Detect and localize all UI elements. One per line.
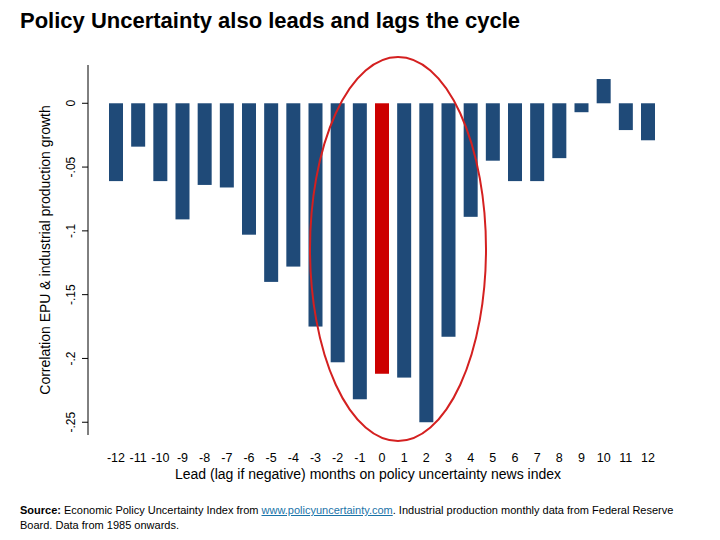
bar bbox=[331, 103, 345, 362]
x-tick-label: -9 bbox=[177, 451, 188, 465]
x-tick-label: 12 bbox=[641, 451, 655, 465]
x-tick-label: 2 bbox=[423, 451, 430, 465]
x-tick-label: 3 bbox=[445, 451, 452, 465]
x-tick-label: -11 bbox=[130, 451, 147, 465]
bar bbox=[109, 103, 123, 181]
x-tick-label: -6 bbox=[243, 451, 254, 465]
x-axis-label: Lead (lag if negative) months on policy … bbox=[175, 466, 561, 482]
y-tick-label: -.05 bbox=[64, 156, 78, 177]
x-tick-label: 1 bbox=[401, 451, 408, 465]
bar bbox=[442, 103, 456, 336]
bar bbox=[575, 103, 589, 112]
x-tick-label: -10 bbox=[151, 451, 169, 465]
x-tick-label: -4 bbox=[288, 451, 299, 465]
y-tick-label: -.15 bbox=[64, 284, 78, 305]
y-tick-label: -.2 bbox=[64, 351, 78, 365]
y-tick bbox=[82, 294, 88, 295]
x-tick-label: -8 bbox=[199, 451, 210, 465]
chart: Policy Uncertainty also leads and lags t… bbox=[0, 0, 720, 540]
bar bbox=[375, 103, 389, 373]
bar bbox=[552, 103, 566, 158]
source-note: Source: Economic Policy Uncertainty Inde… bbox=[20, 503, 700, 533]
bar bbox=[597, 79, 611, 103]
y-tick bbox=[82, 358, 88, 359]
source-label: Source: bbox=[20, 504, 61, 516]
bar bbox=[131, 103, 145, 146]
y-tick-label: -.25 bbox=[64, 412, 78, 433]
bar bbox=[286, 103, 300, 266]
bar bbox=[220, 103, 234, 187]
bar bbox=[198, 103, 212, 185]
x-tick-label: -12 bbox=[107, 451, 125, 465]
y-axis-line bbox=[88, 65, 89, 435]
source-link[interactable]: www.policyuncertainty.com bbox=[262, 504, 393, 516]
highlight-ellipse bbox=[310, 57, 486, 441]
y-tick bbox=[82, 167, 88, 168]
y-axis-label: Correlation EPU & industrial production … bbox=[37, 105, 53, 394]
bar bbox=[153, 103, 167, 181]
x-tick-label: 11 bbox=[619, 451, 632, 465]
x-tick-label: -5 bbox=[266, 451, 277, 465]
x-tick-label: 10 bbox=[597, 451, 611, 465]
bar bbox=[486, 103, 500, 160]
y-tick bbox=[82, 230, 88, 231]
x-tick-label: -7 bbox=[221, 451, 232, 465]
x-tick-label: 6 bbox=[512, 451, 519, 465]
y-tick bbox=[82, 422, 88, 423]
bar bbox=[353, 103, 367, 399]
y-tick-label: -.1 bbox=[64, 224, 78, 238]
y-tick-label: 0 bbox=[64, 100, 78, 107]
bar bbox=[419, 103, 433, 422]
bars bbox=[109, 79, 655, 422]
bar bbox=[641, 103, 655, 140]
bar bbox=[176, 103, 190, 219]
y-tick bbox=[82, 103, 88, 104]
bar bbox=[264, 103, 278, 282]
x-tick-label: -2 bbox=[332, 451, 343, 465]
source-text: Economic Policy Uncertainty Index from bbox=[64, 504, 258, 516]
x-tick-label: 5 bbox=[489, 451, 496, 465]
bar bbox=[619, 103, 633, 130]
x-tick-label: 0 bbox=[379, 451, 386, 465]
x-tick-label: 8 bbox=[556, 451, 563, 465]
bar bbox=[508, 103, 522, 181]
x-tick-label: 7 bbox=[534, 451, 541, 465]
x-tick-label: 9 bbox=[578, 451, 585, 465]
bar bbox=[530, 103, 544, 181]
bar bbox=[242, 103, 256, 234]
x-tick-label: 4 bbox=[467, 451, 474, 465]
bar bbox=[397, 103, 411, 377]
title: Policy Uncertainty also leads and lags t… bbox=[20, 8, 520, 33]
x-tick-label: -1 bbox=[354, 451, 365, 465]
x-tick-label: -3 bbox=[310, 451, 321, 465]
